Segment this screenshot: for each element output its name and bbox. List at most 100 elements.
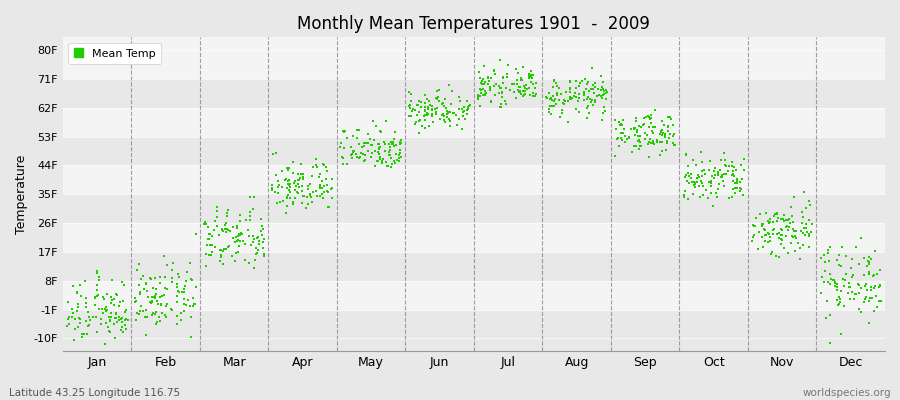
Point xyxy=(550,92,564,98)
Point xyxy=(794,228,808,235)
Point xyxy=(481,81,495,88)
Point xyxy=(599,96,614,102)
Point xyxy=(344,144,358,150)
Point xyxy=(856,254,870,261)
Point xyxy=(717,171,732,177)
Point xyxy=(381,163,395,170)
Point xyxy=(374,128,388,134)
Point xyxy=(608,126,623,133)
Point xyxy=(288,178,302,184)
Point xyxy=(333,144,347,151)
Point xyxy=(78,317,93,324)
Point xyxy=(642,154,656,160)
Point xyxy=(728,180,742,186)
Point xyxy=(169,320,184,327)
Point xyxy=(832,301,846,307)
Point xyxy=(384,164,399,170)
Point xyxy=(320,189,335,195)
Point xyxy=(857,299,871,305)
Point xyxy=(476,63,491,70)
Point xyxy=(371,141,385,148)
Point xyxy=(204,249,219,256)
Point xyxy=(421,111,436,118)
Point xyxy=(320,182,334,188)
Point xyxy=(667,142,681,148)
Point xyxy=(280,194,294,201)
Point xyxy=(767,225,781,232)
Point xyxy=(439,108,454,115)
Point xyxy=(782,224,796,230)
Point xyxy=(591,92,606,98)
Point xyxy=(471,96,485,102)
Point xyxy=(616,117,630,124)
Point xyxy=(364,142,379,149)
Point xyxy=(333,140,347,146)
Point xyxy=(828,283,842,289)
Point xyxy=(384,141,399,148)
Point xyxy=(158,314,173,320)
Point xyxy=(286,198,301,205)
Point xyxy=(689,175,704,181)
Point xyxy=(147,294,161,300)
Point xyxy=(159,286,174,292)
Point xyxy=(158,302,173,309)
Point xyxy=(289,183,303,190)
Point xyxy=(213,254,228,260)
Point xyxy=(481,75,495,82)
Point xyxy=(736,192,751,198)
Point xyxy=(282,187,296,193)
Point xyxy=(461,106,475,112)
Point xyxy=(220,220,234,226)
Point xyxy=(172,274,186,280)
Point xyxy=(75,331,89,337)
Point xyxy=(418,92,433,98)
Point xyxy=(315,160,329,167)
Point xyxy=(477,92,491,98)
Point xyxy=(221,207,236,214)
Point xyxy=(281,192,295,198)
Point xyxy=(839,253,853,259)
Point xyxy=(703,180,717,187)
Point xyxy=(254,228,268,234)
Point xyxy=(232,232,247,239)
Point xyxy=(577,89,591,96)
Point xyxy=(711,171,725,177)
Point xyxy=(99,357,113,364)
Point xyxy=(131,311,146,317)
Point xyxy=(777,244,791,251)
Point xyxy=(508,95,523,102)
Point xyxy=(425,112,439,118)
Point xyxy=(242,232,256,239)
Point xyxy=(655,132,670,138)
Point xyxy=(202,231,217,238)
Point xyxy=(184,314,199,320)
Point xyxy=(729,167,743,173)
Point xyxy=(418,117,432,124)
Point xyxy=(415,122,429,129)
Point xyxy=(494,85,508,91)
Point xyxy=(522,75,536,82)
Point xyxy=(306,164,320,170)
Point xyxy=(596,79,610,86)
Point xyxy=(561,119,575,125)
Point xyxy=(312,174,327,180)
Point xyxy=(819,315,833,321)
Point xyxy=(484,98,499,104)
Point xyxy=(246,238,260,245)
Point xyxy=(62,321,77,327)
Point xyxy=(848,291,862,297)
Point xyxy=(804,229,818,235)
Point xyxy=(730,185,744,191)
Point xyxy=(644,128,659,134)
Point xyxy=(463,102,477,108)
Point xyxy=(170,299,184,305)
Point xyxy=(103,317,117,323)
Point xyxy=(356,144,370,150)
Point xyxy=(646,137,661,144)
Point xyxy=(154,301,168,308)
Point xyxy=(774,231,788,238)
Point xyxy=(628,125,643,131)
Point xyxy=(717,182,732,189)
Point xyxy=(654,127,669,134)
Point xyxy=(788,248,803,254)
